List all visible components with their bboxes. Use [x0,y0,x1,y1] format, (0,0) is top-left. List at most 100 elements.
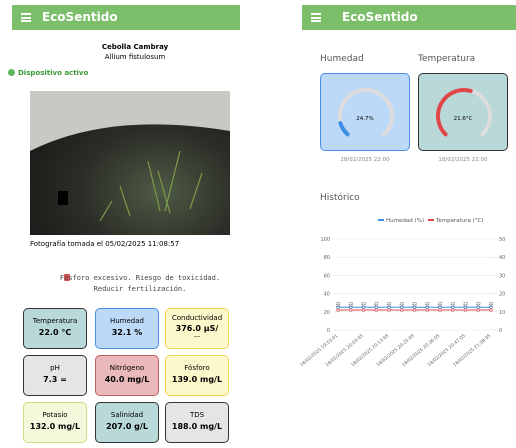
card-value: 7.3 = [43,375,67,384]
card-value: 32.1 % [111,328,143,337]
photo-detail [30,91,230,222]
app-title: EcoSentido [342,10,418,24]
gauge-card: 21.6°C [418,73,508,151]
gauge-date: 18/02/2025 22:00 [340,157,390,163]
gauge-value: 24.7% [356,116,374,122]
card-value: 40.0 mg/L [104,375,150,384]
data-label: 22 [425,303,430,308]
legend-label: Humedad (%) [386,218,424,224]
data-label: 25 [387,300,392,305]
data-point [438,308,442,312]
data-point [349,308,353,312]
card-label: Temperatura [32,317,78,325]
gauge-title: Humedad [320,54,364,64]
y-tick-label: 80 [324,255,330,261]
chart-title: Histórico [320,193,360,203]
data-label: 25 [450,300,455,305]
card-extra: --- [193,333,201,340]
card-label: Humedad [109,317,144,325]
data-label: 22 [463,303,468,308]
data-point [336,308,340,312]
sensor-card[interactable]: Potasio 132.0 mg/L [23,402,87,443]
card-label: Fósforo [184,364,210,372]
y2-tick-label: 30 [499,273,505,279]
alert-line: Fósforo excesivo. Riesgo de toxicidad. [59,274,221,282]
y2-tick-label: 50 [499,237,505,243]
card-label: pH [50,364,60,372]
y-tick-label: 20 [324,310,330,316]
plant-scientific-name: Allium fistulosum [104,53,166,61]
device-status: Dispositivo activo [18,69,89,77]
data-label: 25 [489,300,494,305]
data-point [463,308,468,312]
y-tick-label: 0 [327,328,330,334]
sensor-card[interactable]: TDS 188.0 mg/L [165,402,229,443]
legend-swatch [427,219,434,221]
y2-tick-label: 40 [499,255,505,261]
photo-caption: Fotografía tomada el 05/02/2025 11:08:57 [30,240,180,248]
data-label: 22 [361,303,366,308]
status-dot [8,69,15,76]
gauge [435,88,492,137]
menu-button[interactable] [21,13,31,22]
alert: Fósforo excesivo. Riesgo de toxicidad. R… [40,273,240,295]
sensor-card[interactable]: Fósforo 139.0 mg/L [165,355,229,396]
card-value: 22.0 °C [38,328,72,337]
data-point [425,308,429,312]
sensor-card[interactable]: Temperatura 22.0 °C [23,308,87,349]
y2-tick-label: 10 [499,310,505,316]
data-label: 25 [399,300,404,305]
data-label: 25 [336,300,341,305]
app-bar: EcoSentido [12,5,240,30]
y2-tick-label: 0 [499,328,502,334]
data-point [489,308,493,312]
sensor-card[interactable]: pH 7.3 = [23,355,87,396]
sensor-card[interactable]: Nitrógeno 40.0 mg/L [95,355,159,396]
data-point [400,308,404,312]
data-label: 22 [348,303,353,308]
app-title: EcoSentido [42,10,118,24]
plant-photo [30,91,230,235]
data-label: 22 [336,303,341,308]
data-label: 22 [450,303,455,308]
alert-line: Reducir fertilización. [93,285,187,293]
data-label: 22 [476,303,481,308]
data-label: 25 [463,300,468,305]
plant-name: Cebolla Cambray [101,43,169,51]
menu-button[interactable] [311,13,321,22]
y-tick-label: 100 [320,237,330,243]
data-label: 25 [438,300,443,305]
gauge-value: 21.6°C [453,116,473,122]
sensor-card[interactable]: Humedad 32.1 % [95,308,159,349]
card-label: TDS [189,411,205,419]
data-label: 25 [425,300,430,305]
card-value: 376.0 µS/ [175,324,219,333]
data-label: 22 [399,303,404,308]
card-value: 188.0 mg/L [171,422,223,431]
data-point [476,308,480,312]
card-value: 207.0 g/L [106,422,148,431]
data-label: 25 [374,300,379,305]
sensor-card[interactable]: Salinidad 207.0 g/L [95,402,159,443]
legend-swatch [378,219,384,221]
data-label: 22 [412,303,417,308]
card-value: 139.0 mg/L [171,375,223,384]
gauge [338,88,394,137]
card-label: Conductividad [171,314,223,322]
data-label: 25 [348,300,353,305]
sensor-card[interactable]: Conductividad 376.0 µS/--- [165,308,229,349]
data-point [387,308,391,312]
y-tick-label: 60 [324,273,330,279]
gauge-card: 24.7% [320,73,410,151]
alert-icon [64,274,70,281]
card-label: Potasio [42,411,68,419]
app-bar: EcoSentido [302,5,516,30]
data-point [361,308,366,312]
y-tick-label: 40 [324,292,330,298]
data-label: 22 [387,303,392,308]
data-label: 22 [489,303,494,308]
data-label: 25 [361,300,366,305]
data-point [374,308,378,312]
